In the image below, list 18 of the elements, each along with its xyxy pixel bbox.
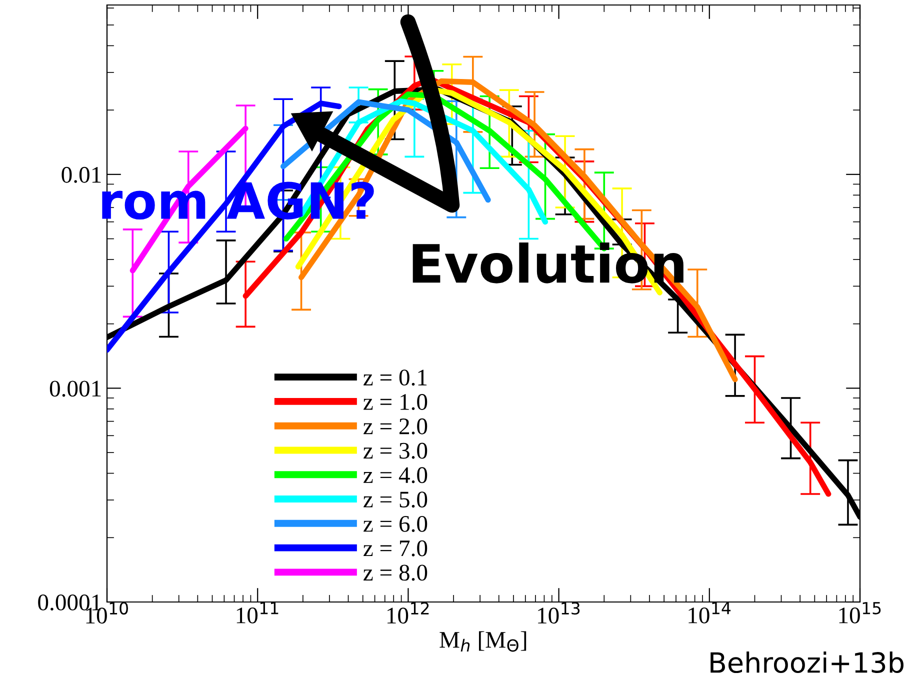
x-tick-label: 10$^{14}$ — [688, 602, 731, 624]
legend-label: z = 2.0 — [364, 418, 428, 434]
x-tick-label: 10$^{13}$ — [538, 602, 580, 624]
y-tick-label: 0.01 — [62, 166, 101, 183]
legend-label: z = 4.0 — [364, 467, 428, 484]
x-tick-label: 10$^{12}$ — [387, 602, 429, 624]
x-tick-label: 10$^{15}$ — [839, 602, 881, 624]
legend-label: z = 8.0 — [364, 564, 428, 581]
legend-label: z = 1.0 — [364, 394, 428, 410]
x-tick-label: 10$^{11}$ — [236, 602, 278, 624]
legend-label: z = 7.0 — [364, 540, 428, 556]
legend-label: z = 0.1 — [364, 370, 427, 386]
legend-label: z = 6.0 — [364, 516, 428, 532]
y-tick-label: 0.001 — [50, 380, 101, 397]
x-axis-title: M$_{h}$ [M$_{Θ}$] — [440, 631, 526, 652]
text: Behroozi+13b — [710, 652, 904, 674]
legend-label: z = 3.0 — [364, 442, 428, 459]
legend-label: z = 5.0 — [364, 492, 428, 508]
